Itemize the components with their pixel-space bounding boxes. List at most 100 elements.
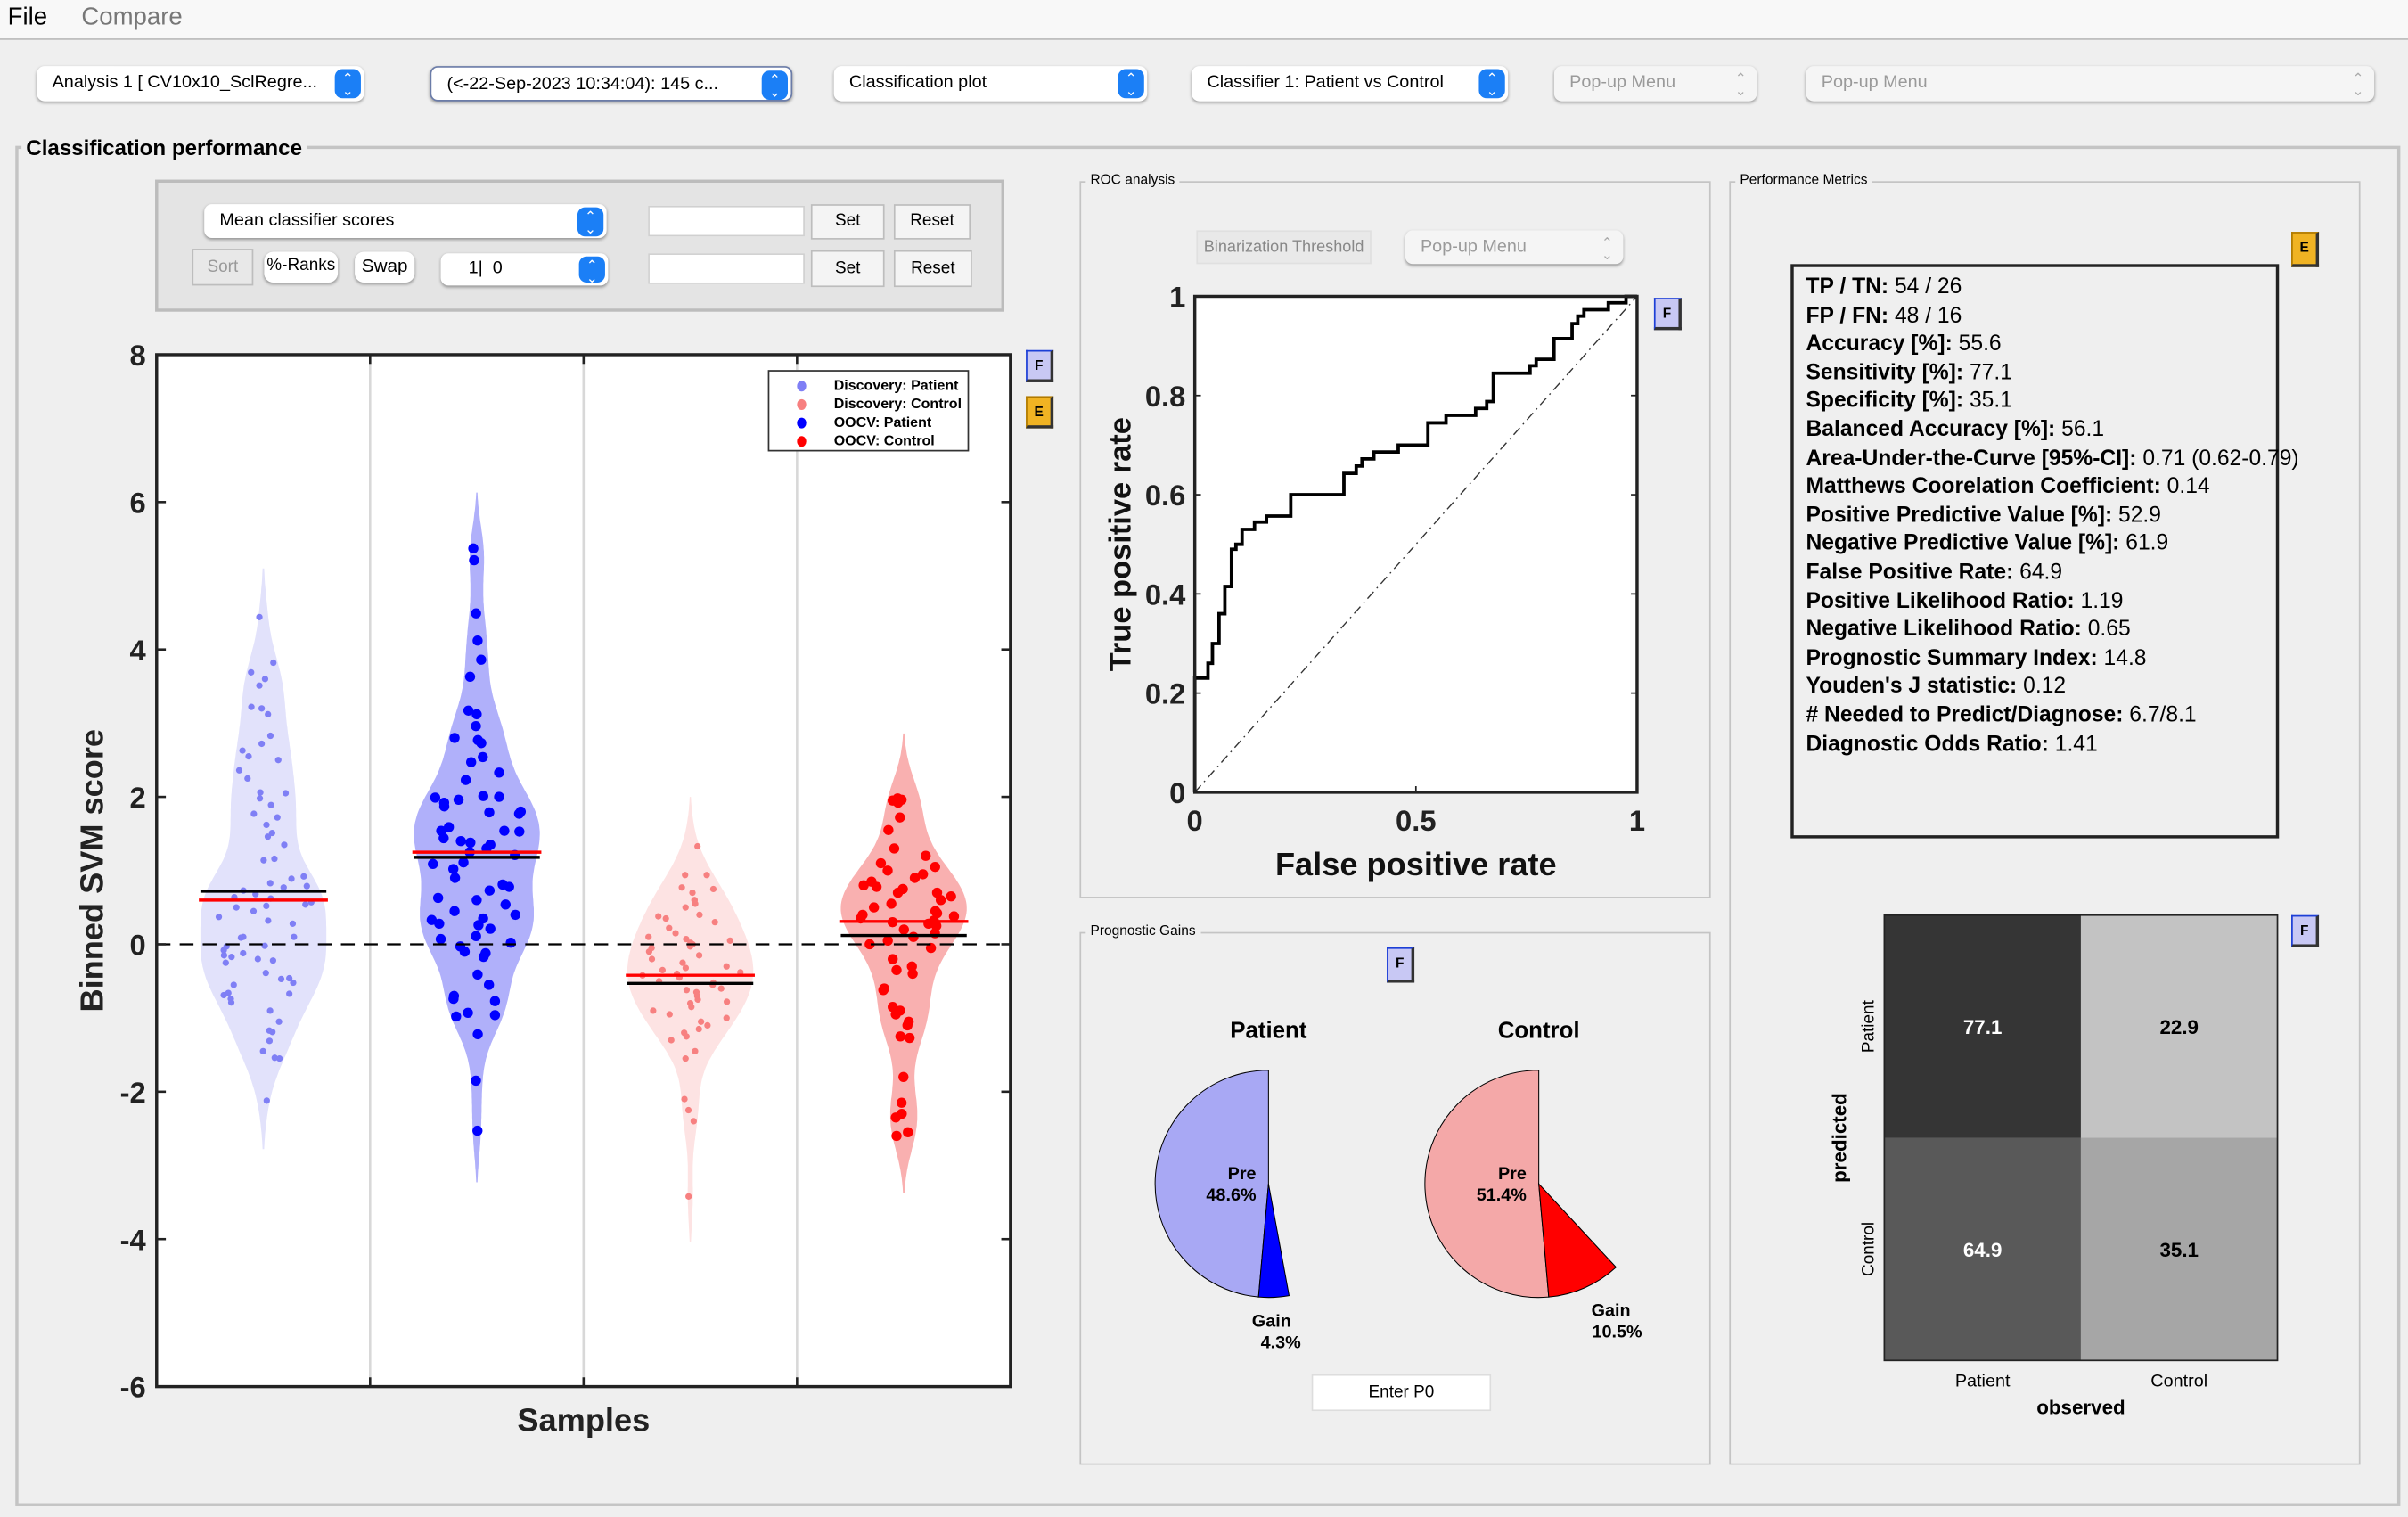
matrix-cell <box>1884 914 2081 1138</box>
pie-value: 10.5% <box>1592 1322 1642 1341</box>
data-point <box>648 955 656 963</box>
data-point <box>254 955 261 963</box>
data-point <box>438 832 449 844</box>
data-point <box>256 613 263 620</box>
spinner-icon: ⌃ ⌄ <box>577 207 604 237</box>
y-tick-label: 0 <box>1169 776 1185 809</box>
menu-file[interactable]: File <box>7 4 48 31</box>
classifier-dropdown[interactable]: Classifier 1: Patient vs Control ⌃ ⌄ <box>1192 66 1509 102</box>
data-point <box>485 923 496 934</box>
timestamp-dropdown[interactable]: (<-22-Sep-2023 10:34:04): 145 c... ⌃ ⌄ <box>430 66 793 102</box>
data-point <box>230 981 237 988</box>
data-point <box>678 884 685 891</box>
data-point <box>890 1112 901 1123</box>
prognostic-gains-title: Prognostic Gains <box>1085 922 1200 939</box>
data-point <box>898 924 909 935</box>
data-point <box>281 841 288 849</box>
data-point <box>458 857 469 868</box>
data-point <box>471 608 481 619</box>
data-point <box>263 1097 270 1104</box>
reset-button-1[interactable]: Reset <box>893 204 971 240</box>
metric-label: Prognostic Summary Index: <box>1806 645 2098 671</box>
pie-label: Gain <box>1252 1311 1291 1331</box>
data-point <box>871 882 882 892</box>
export-figure-button[interactable]: F <box>1026 349 1054 382</box>
analysis-dropdown[interactable]: Analysis 1 [ CV10x10_SclRegre... ⌃ ⌄ <box>37 66 364 102</box>
data-point <box>256 682 263 689</box>
metric-label: FP / FN: <box>1806 303 1889 328</box>
binarization-threshold-button[interactable]: Binarization Threshold <box>1196 230 1372 265</box>
pie-label: Pre <box>1228 1164 1257 1184</box>
metric-label: Positive Predictive Value [%]: <box>1806 503 2113 529</box>
popup-menu-1-value: Pop-up Menu <box>1569 73 1676 93</box>
metrics-export-data-button[interactable]: E <box>2291 232 2320 267</box>
data-point <box>434 918 445 930</box>
label-order-dropdown[interactable]: 1| 0 ⌃ ⌄ <box>440 253 609 286</box>
data-point <box>453 794 464 806</box>
data-point <box>489 996 501 1006</box>
export-data-button[interactable]: E <box>1026 396 1054 429</box>
data-point <box>484 885 496 896</box>
metric-value: 35.1 <box>1963 389 2012 414</box>
menu-compare[interactable]: Compare <box>81 4 183 31</box>
metric-row: Positive Likelihood Ratio: 1.19 <box>1806 587 2275 616</box>
violin-3 <box>840 733 967 1193</box>
cm-export-figure-button[interactable]: F <box>2291 914 2320 947</box>
data-point <box>888 954 898 964</box>
roc-export-figure-button[interactable]: F <box>1653 298 1682 331</box>
legend-label: Discovery: Control <box>833 396 962 412</box>
score-type-dropdown[interactable]: Mean classifier scores ⌃ ⌄ <box>204 204 607 239</box>
data-point <box>906 961 917 972</box>
threshold-input-2[interactable] <box>648 253 805 284</box>
metric-value: 14.8 <box>2097 645 2147 671</box>
y-tick-label: 1 <box>1169 281 1185 314</box>
metric-value: 1.19 <box>2074 588 2124 614</box>
data-point <box>235 767 243 774</box>
roc-popup-menu[interactable]: Pop-up Menu ⌃ ⌄ <box>1405 230 1624 265</box>
metric-row: False Positive Rate: 64.9 <box>1806 559 2275 587</box>
metric-label: Accuracy [%]: <box>1806 332 1953 357</box>
data-point <box>882 935 893 947</box>
set-button-1[interactable]: Set <box>810 204 885 240</box>
metric-value: 55.6 <box>1952 332 2002 357</box>
data-point <box>494 791 504 802</box>
swap-button[interactable]: Swap <box>355 251 415 283</box>
spinner-icon: ⌃ ⌄ <box>334 69 361 99</box>
data-point <box>948 911 960 922</box>
popup-menu-1[interactable]: Pop-up Menu ⌃ ⌄ <box>1553 66 1757 102</box>
legend-marker-icon <box>797 417 807 429</box>
data-point <box>694 996 701 1004</box>
data-point <box>463 1007 473 1018</box>
gains-export-figure-button[interactable]: F <box>1387 947 1415 983</box>
plot-type-dropdown[interactable]: Classification plot ⌃ ⌄ <box>833 66 1148 102</box>
data-point <box>258 705 266 712</box>
matrix-frame <box>1883 914 2279 1362</box>
data-point <box>426 914 438 925</box>
data-point <box>875 857 887 869</box>
pie-title: Control <box>1498 1019 1580 1044</box>
popup-menu-2[interactable]: Pop-up Menu ⌃ ⌄ <box>1806 66 2375 102</box>
data-point <box>904 1032 915 1044</box>
data-point <box>683 987 691 994</box>
spinner-icon: ⌃ ⌄ <box>1601 234 1613 263</box>
data-point <box>645 933 652 940</box>
data-point <box>271 1054 278 1062</box>
data-point <box>258 740 266 748</box>
data-point <box>248 668 255 676</box>
percent-ranks-button[interactable]: %-Ranks <box>264 251 339 283</box>
enter-p0-button[interactable]: Enter P0 <box>1311 1374 1492 1412</box>
data-point <box>286 990 293 997</box>
metric-label: Negative Predictive Value [%]: <box>1806 531 2120 557</box>
set-button-2[interactable]: Set <box>810 250 885 288</box>
y-tick-label: -4 <box>120 1223 147 1256</box>
reset-button-2[interactable]: Reset <box>893 250 972 288</box>
data-point <box>868 902 880 913</box>
sort-button[interactable]: Sort <box>192 249 254 286</box>
threshold-input-1[interactable] <box>648 205 805 237</box>
data-point <box>290 979 297 987</box>
data-point <box>683 935 690 943</box>
data-point <box>935 895 946 906</box>
y-tick-label: 4 <box>129 634 146 667</box>
data-point <box>263 821 270 829</box>
data-point <box>476 738 487 749</box>
